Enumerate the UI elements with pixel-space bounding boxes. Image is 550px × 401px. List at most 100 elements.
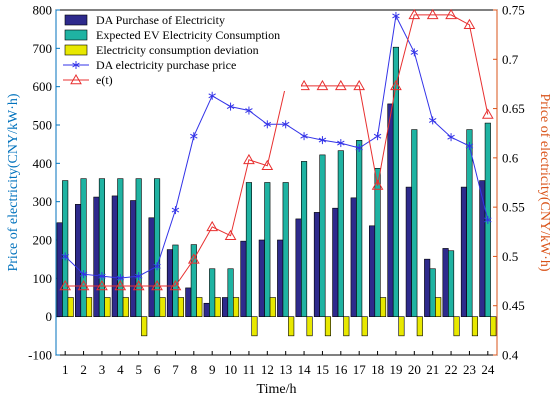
- da-purchase-bar: [424, 258, 431, 317]
- x-tick-label: 18: [371, 362, 384, 377]
- right-axis-title: Price of electricity(CNY/kW·h): [537, 93, 550, 271]
- x-axis-title: Time/h: [257, 382, 297, 397]
- price-point: [300, 132, 308, 141]
- et-point: [353, 79, 366, 91]
- deviation-bar: [104, 297, 111, 317]
- x-tick-label: 5: [135, 362, 142, 377]
- price-point: [465, 142, 474, 151]
- da-purchase-bar: [479, 180, 486, 317]
- ev-consumption-bar: [429, 268, 436, 317]
- asterisk-stroke: [61, 253, 69, 259]
- et-point: [316, 79, 329, 91]
- ev-consumption-bar: [448, 250, 455, 317]
- et-point: [169, 279, 182, 291]
- legend-background: [61, 12, 301, 91]
- x-tick-label: 8: [191, 362, 198, 377]
- left-tick-label: 300: [33, 194, 53, 209]
- price-point: [337, 139, 345, 148]
- left-tick-label: 600: [33, 79, 53, 94]
- right-tick-label: 0.5: [502, 249, 518, 264]
- deviation-bar: [214, 297, 221, 317]
- ev-consumption-bar: [209, 268, 216, 317]
- da-purchase-bar: [369, 225, 376, 317]
- legend-label: DA Purchase of Electricity: [96, 13, 225, 27]
- x-tick-label: 7: [172, 362, 179, 377]
- x-tick-label: 19: [389, 362, 402, 377]
- ev-consumption-bar: [135, 178, 142, 317]
- et-point: [206, 220, 219, 232]
- legend-marker: [70, 73, 82, 85]
- right-tick-label: 0.55: [502, 200, 525, 215]
- deviation-bar: [453, 316, 460, 337]
- x-tick-label: 11: [243, 362, 256, 377]
- x-tick-label: 12: [261, 362, 274, 377]
- x-tick-label: 6: [154, 362, 161, 377]
- legend-marker: [72, 62, 80, 68]
- asterisk-stroke: [447, 134, 455, 140]
- asterisk-stroke: [281, 121, 290, 127]
- da-purchase-bar: [166, 249, 173, 317]
- deviation-bar: [398, 316, 405, 337]
- deviation-bar: [306, 316, 313, 337]
- et-point: [408, 8, 421, 20]
- et-point: [445, 8, 457, 20]
- et-point: [371, 179, 384, 190]
- left-tick-label: -100: [28, 348, 52, 363]
- da-purchase-bar: [93, 196, 100, 317]
- da-purchase-bar: [75, 204, 82, 317]
- left-tick-label: 700: [33, 41, 53, 56]
- legend-label: DA electricity purchase price: [96, 58, 236, 72]
- deviation-bar: [177, 297, 184, 317]
- asterisk-stroke: [226, 104, 235, 110]
- et-point: [390, 79, 402, 91]
- right-tick-label: 0.4: [502, 348, 519, 363]
- asterisk-stroke: [465, 143, 474, 149]
- x-tick-label: 2: [80, 362, 87, 377]
- ev-consumption-bar: [356, 140, 363, 317]
- ev-consumption-bar: [337, 150, 344, 317]
- asterisk-stroke: [208, 93, 216, 99]
- x-tick-label: 21: [426, 362, 439, 377]
- ev-consumption-bar: [264, 182, 271, 317]
- asterisk-stroke: [98, 273, 106, 279]
- price-point: [171, 206, 180, 215]
- deviation-bar: [233, 297, 240, 317]
- price-point: [79, 270, 88, 279]
- da-purchase-bar: [442, 248, 449, 317]
- ev-consumption-bar: [282, 182, 289, 317]
- deviation-bar: [141, 316, 148, 337]
- et-point: [114, 279, 127, 291]
- asterisk-stroke: [428, 117, 437, 123]
- right-tick-label: 0.45: [502, 298, 525, 313]
- x-tick-label: 24: [481, 362, 495, 377]
- ev-consumption-bar: [374, 168, 381, 317]
- x-tick-label: 16: [334, 362, 348, 377]
- da-purchase-bar: [240, 240, 247, 317]
- price-point: [61, 252, 69, 261]
- price-point: [98, 272, 106, 281]
- et-point: [298, 79, 310, 91]
- deviation-bar: [288, 316, 295, 337]
- price-point: [318, 136, 327, 145]
- et-point: [187, 253, 200, 264]
- price-point: [373, 132, 382, 141]
- asterisk-stroke: [318, 137, 327, 143]
- ev-consumption-bar: [319, 154, 326, 317]
- price-point: [484, 215, 492, 224]
- x-tick-label: 10: [224, 362, 237, 377]
- right-tick-label: 0.75: [502, 3, 525, 18]
- price-point: [226, 102, 235, 111]
- asterisk-stroke: [373, 133, 382, 139]
- left-tick-label: 0: [46, 309, 53, 324]
- et-point: [261, 159, 274, 170]
- et-point: [224, 229, 237, 240]
- x-tick-label: 4: [117, 362, 124, 377]
- ev-consumption-bar: [117, 178, 124, 317]
- et-point: [243, 153, 255, 165]
- da-purchase-bar: [350, 197, 357, 317]
- da-purchase-bar: [203, 302, 210, 317]
- price-point: [190, 132, 198, 141]
